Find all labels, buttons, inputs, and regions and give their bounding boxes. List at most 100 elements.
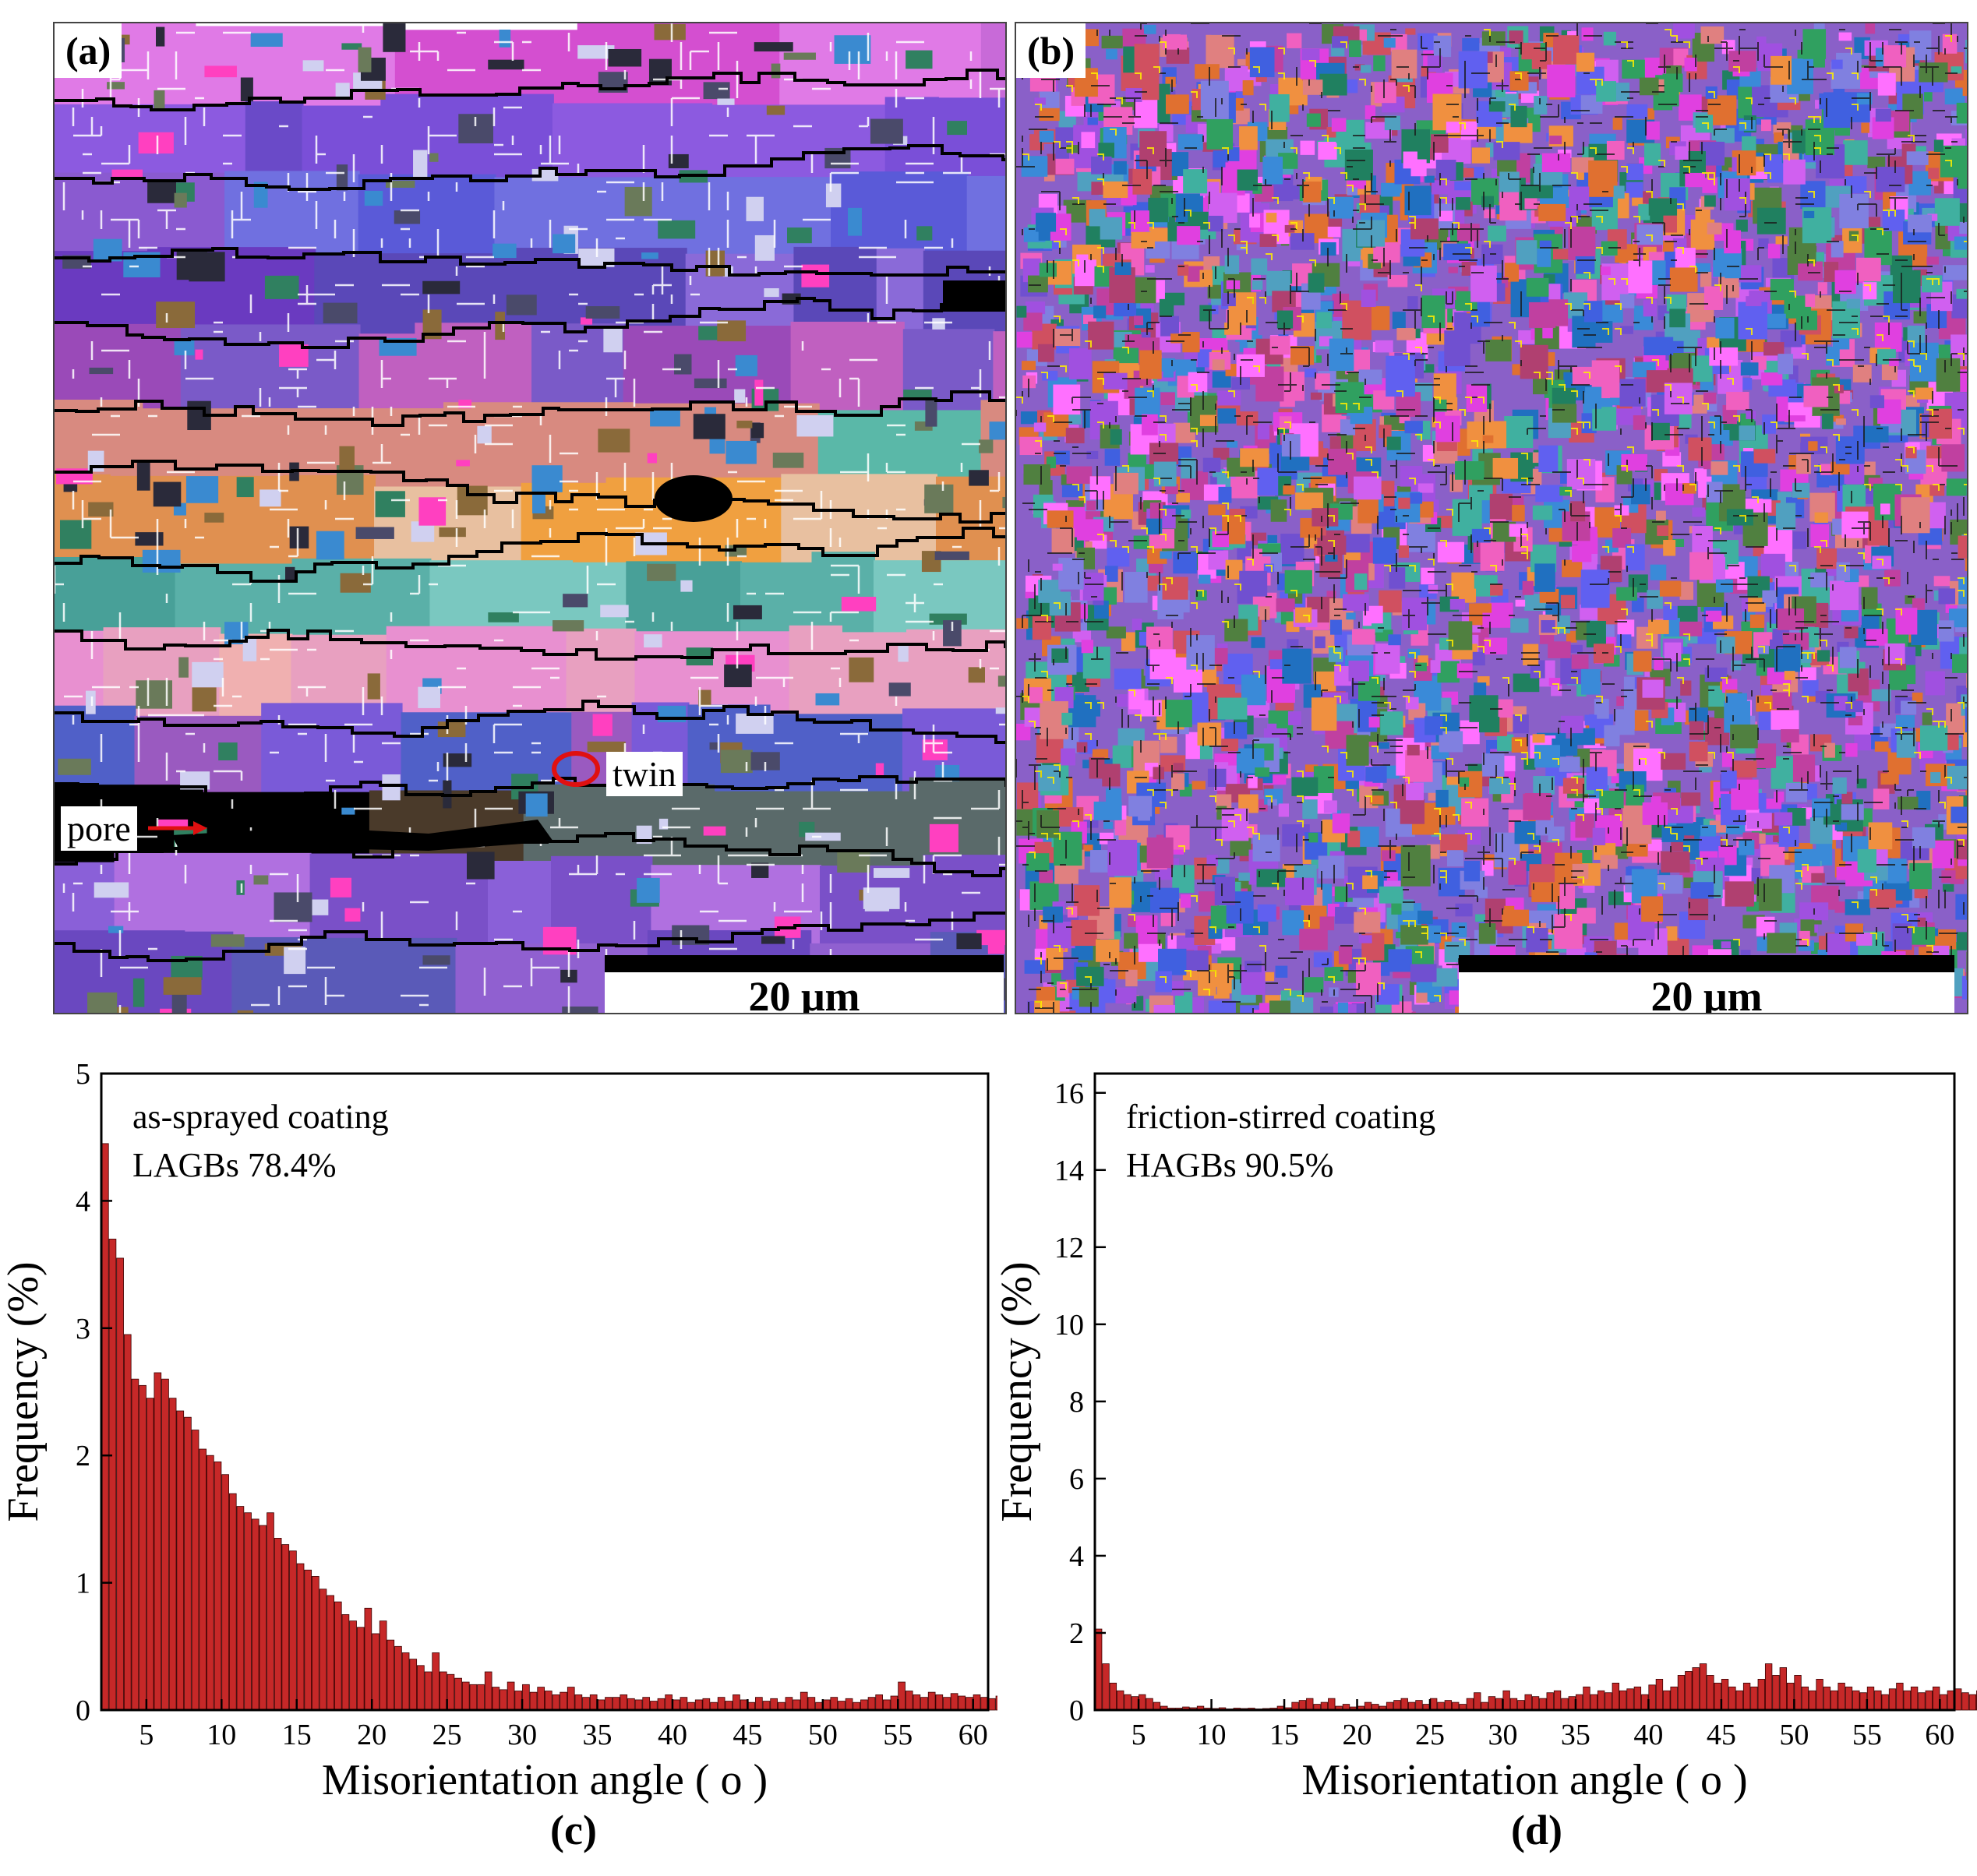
chart-c-xtick-label: 35 [583,1719,613,1751]
chart-c-bar [822,1699,831,1711]
chart-d-bar [1932,1686,1940,1711]
chart-d-bar [1823,1686,1831,1711]
chart-c-bar [680,1697,688,1711]
chart-d-xtick-label: 55 [1852,1719,1882,1751]
chart-d-ytick-label: 8 [1069,1386,1084,1419]
chart-d-xtick-label: 25 [1415,1719,1445,1751]
chart-d-xtick-label: 60 [1925,1719,1954,1751]
chart-c-bar [281,1544,290,1711]
chart-d-bar [1910,1686,1919,1711]
chart-d-bar [1553,1690,1562,1711]
chart-c-bar [694,1699,703,1711]
chart-d-bar [1509,1698,1518,1711]
orientation-map-a [55,23,1005,1013]
chart-d-bar [1539,1698,1547,1711]
chart-c-xlabel: Misorientation angle ( o ) [322,1756,768,1804]
chart-d-bar [1546,1692,1554,1711]
chart-d-bar [1306,1698,1314,1711]
chart-d-ytick-label: 6 [1069,1463,1084,1496]
chart-c-bar [627,1698,635,1711]
chart-c-bar [927,1691,936,1711]
chart-d-bar [1918,1692,1926,1711]
chart-d-bar [1495,1698,1503,1711]
chart-c-bar [484,1671,492,1711]
chart-d-bar [1852,1690,1860,1711]
chart-d-plot-frame [1093,1072,1956,1712]
chart-c-bar [334,1601,342,1711]
scalebar-text: 20 μm [748,973,860,1014]
chart-c-bar [657,1698,665,1711]
chart-d-bar [1947,1690,1954,1711]
chart-d-bar [1779,1667,1788,1711]
chart-c-bar [612,1697,620,1711]
chart-c-bar [560,1691,567,1711]
chart-c-bar [267,1512,274,1711]
chart-c-ytick-label: 0 [76,1694,90,1727]
chart-c-bar [529,1691,538,1711]
chart-c-bar [116,1257,124,1711]
chart-c-bar [251,1518,259,1711]
chart-d-bar [1809,1690,1816,1711]
chart-c-bar [409,1659,418,1711]
chart-c-bar [461,1681,470,1711]
chart-c-xtick-label: 40 [658,1719,687,1751]
chart-d-bar [1830,1690,1838,1711]
chart-c-bar [582,1697,590,1711]
chart-c-annotation-fraction: LAGBs 78.4% [132,1146,337,1184]
chart-c-xtick-label: 55 [883,1719,913,1751]
chart-d-ytick-label: 2 [1069,1617,1084,1650]
chart-c-bar [830,1697,838,1711]
histogram-friction-stirred: 5 10 15 20 25 30 35 40 45 50 55 60 0 2 4 6 8 10 12 14 16 Miso… [997,1044,1977,1876]
ebsd-map-as-sprayed: (a) twin pore 20 μm [53,22,1007,1014]
chart-d-bar [1692,1667,1700,1711]
chart-c-bar [717,1697,725,1711]
chart-d-bar [1298,1700,1307,1711]
chart-c-bar [545,1691,553,1711]
chart-c-bar [289,1550,297,1711]
chart-d-bar [1903,1690,1911,1711]
chart-c-bar [514,1691,523,1711]
chart-c-bar [312,1576,319,1711]
chart-c-bar [980,1697,989,1711]
chart-d-bar [1961,1692,1969,1711]
chart-c-bar [394,1645,402,1711]
chart-c-bar [356,1627,365,1711]
chart-d-bar [1896,1682,1904,1711]
chart-c-bar [642,1697,651,1711]
chart-d-xtick-label: 35 [1561,1719,1590,1751]
chart-d-bar [1095,1628,1103,1711]
chart-c-ytick-label: 3 [76,1313,90,1345]
chart-c-bar [417,1665,425,1711]
chart-c-bar [274,1538,282,1711]
chart-d-bar [1816,1678,1823,1711]
chart-d-bar [1124,1694,1131,1711]
chart-c-xtick-label: 45 [733,1719,762,1751]
chart-c-bar [296,1563,305,1711]
chart-d-bar [1728,1686,1736,1711]
chart-d-xtick-label: 45 [1707,1719,1736,1751]
chart-c-bar [958,1695,966,1711]
chart-d-bar [1605,1692,1612,1711]
chart-d-bar [1488,1696,1496,1711]
chart-c-bar [995,1695,997,1711]
chart-c-ytick-label: 4 [76,1185,90,1218]
chart-d-bar [1968,1694,1977,1711]
chart-c-ylabel: Frequency (%) [0,1261,48,1522]
chart-d-xtick-label: 50 [1779,1719,1809,1751]
chart-d-bar [1619,1690,1627,1711]
chart-c-bar [236,1506,245,1711]
chart-c-bar [665,1694,673,1711]
chart-c-bar [477,1684,485,1711]
chart-d-bar [1735,1690,1743,1711]
chart-c-bar [552,1694,560,1711]
chart-c-bar [154,1372,162,1711]
chart-d-ytick-label: 12 [1054,1232,1084,1264]
chart-d-bar [1117,1690,1124,1711]
chart-d-bar [1131,1696,1139,1711]
chart-c-ytick-label: 2 [76,1440,90,1472]
chart-c-bar [860,1699,868,1711]
chart-d-bar [1575,1694,1583,1711]
chart-c-bar [101,1143,109,1711]
chart-c-bar [424,1671,432,1711]
scalebar-line [1459,955,1954,972]
